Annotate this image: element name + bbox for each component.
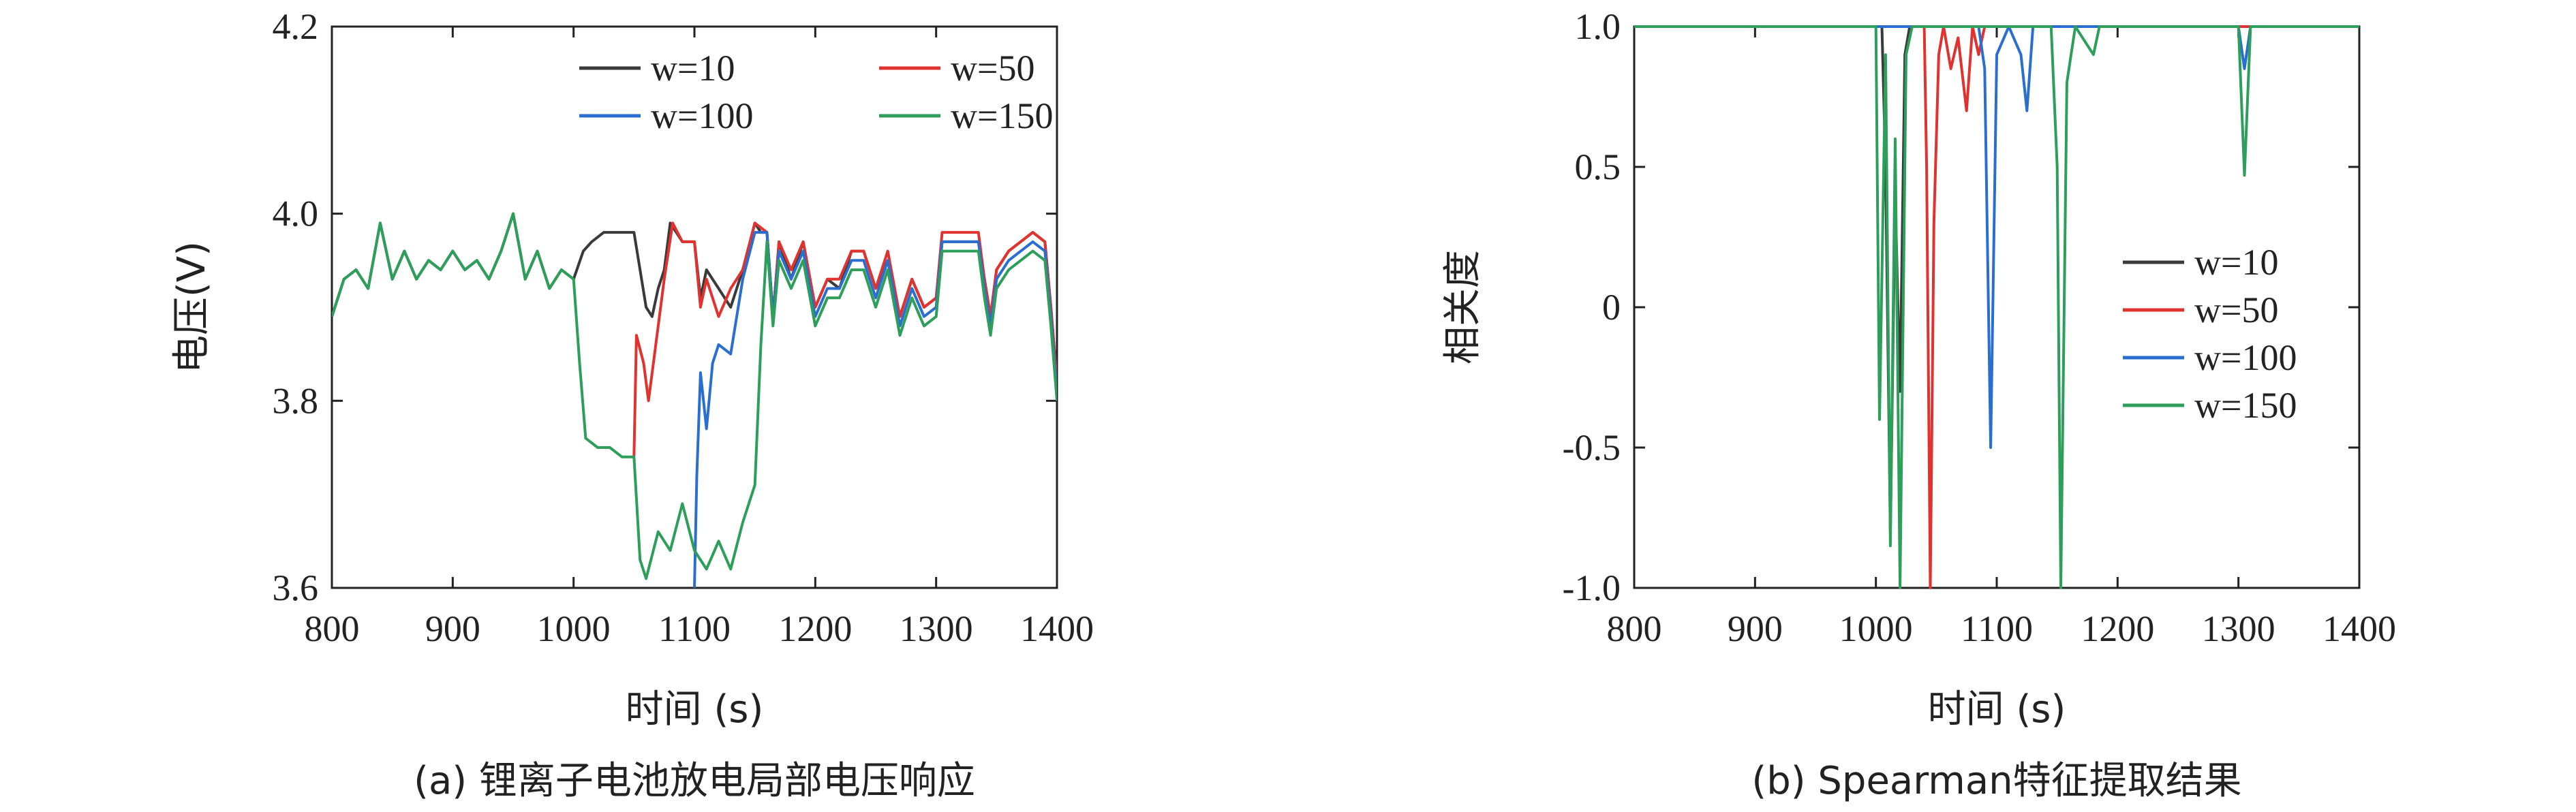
series-lines-b [1634,25,2359,589]
x-tick-label: 800 [305,608,360,649]
y-tick-label: 4.2 [273,6,319,47]
legend-a: w=10 w=50 w=100 w=150 [579,48,1053,136]
x-tick-label: 1300 [2202,608,2275,649]
legend-b: w=10 w=50 w=100 w=150 [2123,242,2297,426]
tick-labels-b: 800 900 1000 1100 1200 1300 1400 -1.0 -0.5 0 0.5 1.… [1563,6,2396,649]
y-axis-label-a: 电压(V) [170,241,214,373]
series-line-w-50 [1634,25,2359,589]
x-tick-label: 1400 [2322,608,2396,649]
legend-label: w=50 [2194,290,2278,330]
x-tick-label: 1100 [658,608,731,649]
series-line-w-150 [1634,25,2359,589]
panel-b: 800 900 1000 1100 1200 1300 1400 -1.0 -0.5 0 0.5 1.… [1441,6,2396,803]
x-tick-label: 1100 [1961,608,2033,649]
legend-label: w=10 [2194,242,2278,283]
tick-labels-a: 800 900 1000 1100 1200 1300 1400 3.6 3.8 4.0 4.2 [273,6,1094,649]
y-tick-label: 0.5 [1575,146,1621,187]
panel-a: 800 900 1000 1100 1200 1300 1400 3.6 3.8 4.0 4.2 电… [170,6,1094,803]
x-tick-label: 1400 [1020,608,1094,649]
x-tick-label: 1300 [900,608,973,649]
y-tick-label: 1.0 [1575,6,1621,47]
legend-label: w=150 [2194,385,2297,426]
x-axis-label-b: 时间 (s) [1928,687,2066,732]
caption-b: (b) Spearman特征提取结果 [1751,759,2241,803]
caption-a: (a) 锂离子电池放电局部电压响应 [414,759,975,803]
y-tick-label: 0 [1602,287,1621,328]
y-tick-label: -1.0 [1563,567,1621,608]
series-lines-a [332,212,1057,589]
x-tick-label: 1000 [537,608,611,649]
y-tick-label: 4.0 [273,193,319,234]
y-tick-label: 3.6 [273,567,319,608]
x-tick-label: 900 [425,608,480,649]
legend-label: w=100 [2194,337,2297,378]
legend-label: w=100 [651,95,753,136]
y-axis-label-b: 相关度 [1441,250,1485,364]
x-tick-label: 800 [1607,608,1662,649]
x-tick-label: 1000 [1839,608,1913,649]
series-line-w-100 [1634,25,2359,449]
x-tick-label: 900 [1728,608,1783,649]
x-tick-label: 1200 [2081,608,2154,649]
legend-label: w=10 [651,48,735,89]
legend-label: w=50 [951,48,1034,89]
y-tick-label: -0.5 [1563,427,1621,468]
y-tick-label: 3.8 [273,380,319,421]
series-line-w-150 [332,212,1057,580]
legend-label: w=150 [951,95,1053,136]
x-tick-label: 1200 [778,608,852,649]
x-axis-label-a: 时间 (s) [626,687,764,732]
series-line-w-50 [632,221,1057,457]
